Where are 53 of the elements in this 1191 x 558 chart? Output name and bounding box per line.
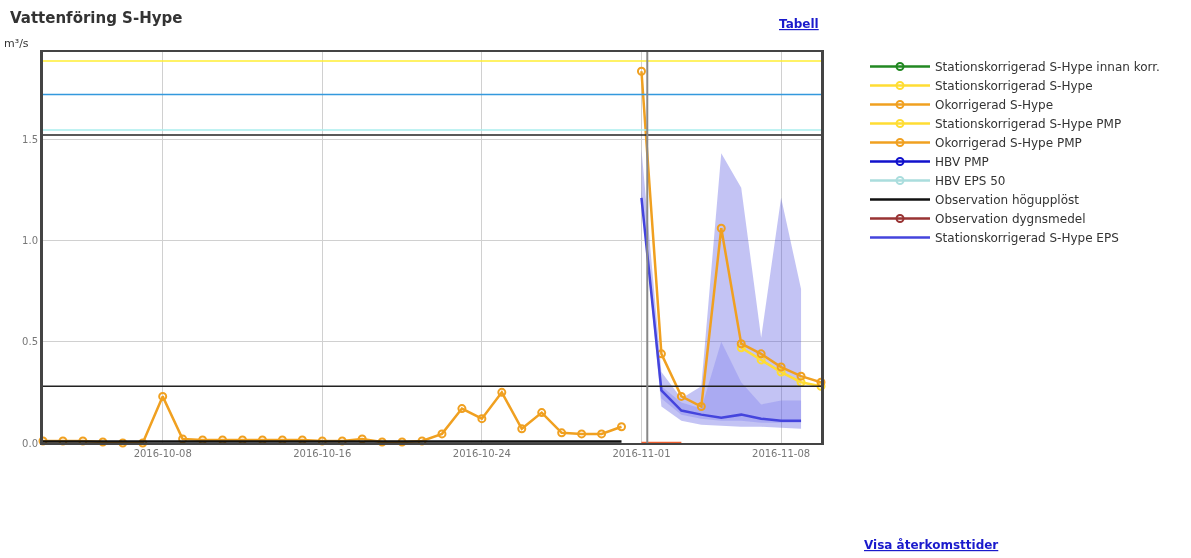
x-tick-label: 2016-11-01 bbox=[612, 448, 671, 459]
text: Visa återkomsttider bbox=[864, 538, 999, 552]
point bbox=[437, 429, 447, 439]
y-axis-title: m³/s bbox=[4, 37, 29, 50]
legend-label: Stationskorrigerad S-Hype bbox=[935, 79, 1093, 94]
point bbox=[497, 387, 507, 397]
point bbox=[597, 429, 607, 439]
point bbox=[397, 437, 407, 447]
point bbox=[636, 66, 646, 76]
legend-label: Stationskorrigerad S-Hype innan korr. bbox=[935, 60, 1160, 75]
point bbox=[98, 437, 108, 447]
point bbox=[756, 355, 766, 365]
x-tick-label: 2016-11-08 bbox=[752, 448, 811, 459]
x-tick-label: 2016-10-16 bbox=[293, 448, 352, 459]
legend-label: HBV PMP bbox=[935, 155, 989, 170]
legend-label: Okorrigerad S-Hype bbox=[935, 98, 1054, 113]
text: Tabell bbox=[779, 17, 819, 31]
y-tick-label: 0.0 bbox=[22, 437, 38, 449]
point bbox=[816, 377, 826, 387]
point bbox=[776, 367, 786, 377]
point bbox=[477, 414, 487, 424]
point bbox=[537, 408, 547, 418]
x-tick-label: 2016-10-24 bbox=[452, 448, 511, 459]
point bbox=[676, 391, 686, 401]
legend-label: Stationskorrigerad S-Hype EPS bbox=[935, 231, 1119, 246]
point bbox=[696, 402, 706, 412]
point bbox=[776, 362, 786, 372]
y-tick-label: 0.5 bbox=[22, 336, 38, 348]
point bbox=[158, 391, 168, 401]
point bbox=[457, 404, 467, 414]
point bbox=[617, 422, 627, 432]
chart-title: Vattenföring S-Hype bbox=[10, 9, 183, 28]
legend-label: Okorrigerad S-Hype PMP bbox=[935, 136, 1082, 151]
point bbox=[118, 438, 128, 448]
y-tick-label: 1.0 bbox=[22, 234, 38, 246]
point bbox=[377, 437, 387, 447]
point bbox=[756, 349, 766, 359]
point bbox=[138, 438, 148, 448]
point bbox=[517, 424, 527, 434]
point bbox=[796, 377, 806, 387]
point bbox=[736, 343, 746, 353]
point bbox=[557, 428, 567, 438]
point bbox=[716, 223, 726, 233]
point bbox=[577, 429, 587, 439]
point bbox=[736, 339, 746, 349]
legend-label: HBV EPS 50 bbox=[935, 174, 1006, 189]
x-tick-label: 2016-10-08 bbox=[133, 448, 192, 459]
legend-label: Observation högupplöst bbox=[935, 193, 1080, 208]
point bbox=[816, 381, 826, 391]
y-tick-label: 1.5 bbox=[22, 133, 38, 145]
legend-label: Stationskorrigerad S-Hype PMP bbox=[935, 117, 1122, 132]
point bbox=[796, 371, 806, 381]
legend-label: Observation dygnsmedel bbox=[935, 212, 1086, 227]
